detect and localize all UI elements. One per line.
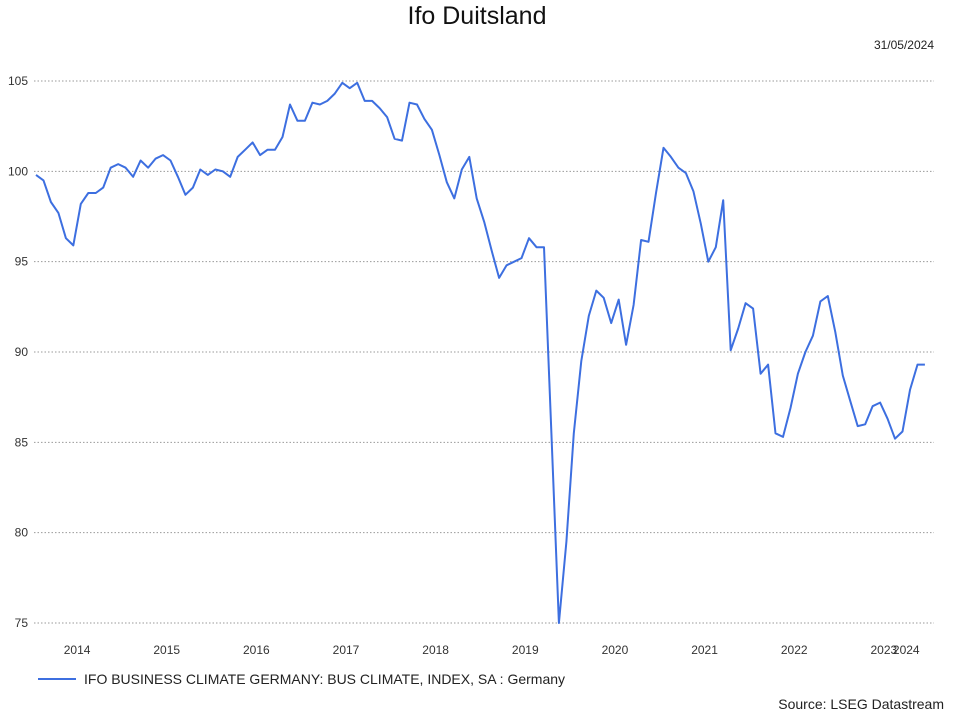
y-tick-label: 105	[8, 74, 28, 88]
gridlines	[34, 80, 934, 624]
x-tick-label: 2016	[243, 643, 270, 657]
legend-swatch	[38, 678, 76, 680]
x-tick-label: 2017	[333, 643, 360, 657]
y-axis-ticks: 105 100 95 90 85 80 75	[8, 74, 28, 630]
x-tick-label: 2014	[64, 643, 91, 657]
x-tick-label: 2019	[512, 643, 539, 657]
legend: IFO BUSINESS CLIMATE GERMANY: BUS CLIMAT…	[38, 671, 565, 687]
x-tick-label: 2020	[602, 643, 629, 657]
y-tick-label: 85	[15, 435, 29, 449]
x-tick-label: 2015	[153, 643, 180, 657]
series-line	[35, 81, 925, 624]
y-tick-label: 100	[8, 164, 28, 178]
date-label: 31/05/2024	[873, 38, 934, 52]
y-tick-label: 95	[15, 255, 29, 269]
x-tick-label: 2024	[893, 643, 920, 657]
source-label: Source: LSEG Datastream	[778, 696, 944, 712]
x-axis-ticks: 2014 2015 2016 2017 2018 2019 2020 2021 2022 2023…	[64, 643, 920, 657]
x-tick-label: 2023	[870, 643, 897, 657]
y-tick-label: 80	[15, 526, 29, 540]
x-tick-label: 2022	[781, 643, 808, 657]
x-tick-label: 2021	[691, 643, 718, 657]
y-tick-label: 75	[15, 616, 29, 630]
x-tick-label: 2018	[422, 643, 449, 657]
y-tick-label: 90	[15, 345, 29, 359]
legend-label: IFO BUSINESS CLIMATE GERMANY: BUS CLIMAT…	[84, 671, 566, 687]
chart-title: Ifo Duitsland	[407, 2, 547, 30]
series-group	[35, 81, 925, 624]
